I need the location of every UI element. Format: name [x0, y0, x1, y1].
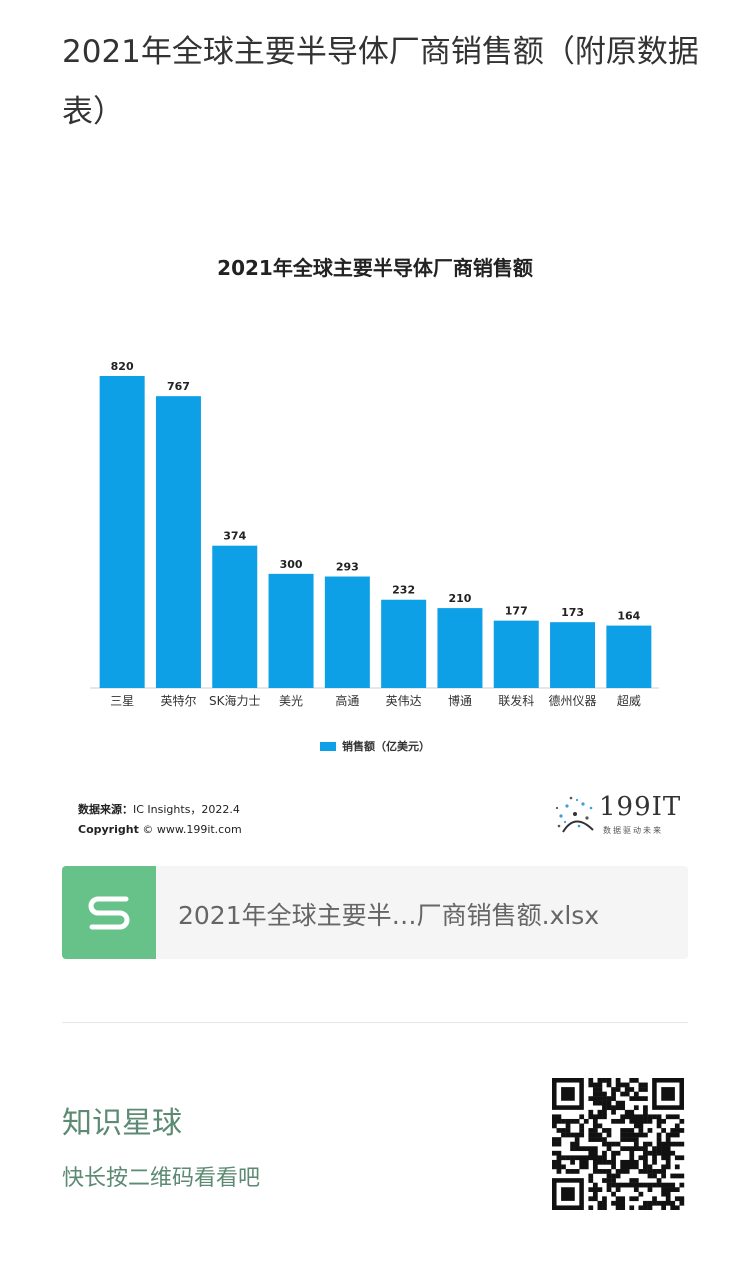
promo-title: 知识星球 — [62, 1106, 182, 1141]
chart-legend: 销售额（亿美元） — [320, 738, 430, 754]
x-tick-label: 美光 — [279, 694, 303, 708]
x-tick-label: 联发科 — [498, 693, 534, 708]
data-label: 210 — [448, 592, 471, 605]
data-label: 374 — [223, 530, 246, 543]
page-title: 2021年全球主要半导体厂商销售额（附原数据表） — [62, 34, 699, 130]
chart-svg: 820 三星 767 英特尔 374 SK海力士 300 美光 293 高通 232 英伟达 210 博通… — [90, 360, 659, 708]
copyright-label: Copyright — [78, 823, 139, 836]
x-tick-label: 超威 — [617, 693, 641, 708]
data-label: 173 — [561, 606, 584, 619]
source-label: 数据来源： — [78, 803, 133, 816]
x-tick-label: 英伟达 — [386, 694, 422, 708]
legend-label: 销售额（亿美元） — [342, 740, 430, 753]
promo-subtitle: 快长按二维码看看吧 — [62, 1166, 261, 1191]
chart-title: 2021年全球主要半导体厂商销售额 — [217, 256, 533, 280]
bar — [606, 625, 652, 688]
x-tick-label: 英特尔 — [160, 693, 196, 708]
x-tick-label: SK海力士 — [209, 693, 261, 708]
source-value: IC Insights，2022.4 — [133, 803, 240, 816]
bar — [550, 622, 596, 688]
file-name: 2021年全球主要半…厂商销售额.xlsx — [178, 901, 600, 930]
dotted-swirl-icon — [555, 796, 594, 833]
bar — [324, 576, 370, 688]
logo-slogan: 数据驱动未来 — [603, 826, 663, 835]
x-tick-label: 三星 — [110, 694, 134, 708]
data-label: 177 — [505, 605, 528, 618]
spreadsheet-s-icon — [62, 866, 156, 959]
legend-swatch — [320, 741, 336, 751]
qr-code-icon[interactable] — [552, 1078, 686, 1210]
x-tick-label: 高通 — [335, 693, 359, 708]
bar — [381, 599, 427, 688]
data-label: 164 — [617, 610, 640, 623]
file-attachment-card[interactable]: 2021年全球主要半…厂商销售额.xlsx — [62, 866, 688, 959]
x-tick-label: 博通 — [448, 693, 472, 708]
data-label: 300 — [280, 558, 303, 571]
logo-text: 199IT — [599, 792, 682, 822]
copyright-value: © www.199it.com — [142, 823, 242, 836]
bar — [268, 573, 314, 688]
199it-logo: 199IT 数据驱动未来 — [553, 792, 703, 836]
bar — [437, 608, 483, 688]
bar — [212, 545, 258, 688]
bar — [155, 396, 201, 688]
data-label: 232 — [392, 584, 415, 597]
bar — [99, 376, 145, 688]
bar-chart: 2021年全球主要半导体厂商销售额 820 三星 767 英特尔 374 SK海力士 300… — [0, 230, 750, 850]
divider — [62, 1022, 688, 1023]
data-source: 数据来源：IC Insights，2022.4 Copyright © www.… — [78, 800, 242, 840]
data-label: 767 — [167, 380, 190, 393]
data-label: 293 — [336, 561, 359, 574]
bar — [493, 620, 539, 688]
data-label: 820 — [111, 360, 134, 373]
x-tick-label: 德州仪器 — [549, 693, 597, 708]
